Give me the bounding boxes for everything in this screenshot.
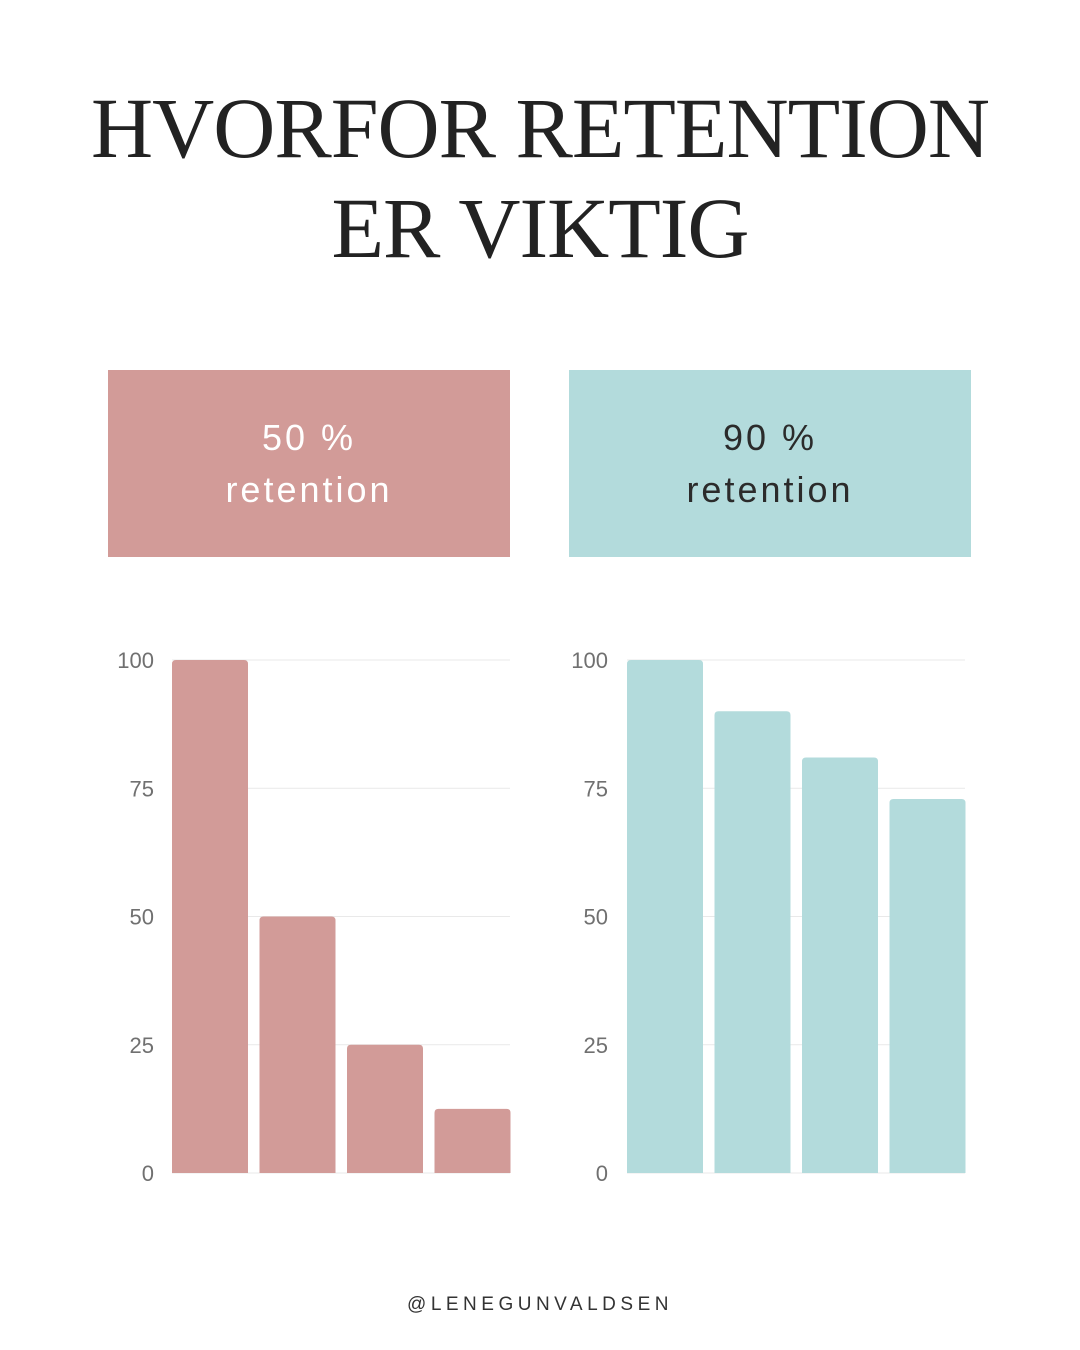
- bar-1: [627, 660, 703, 1173]
- y-tick-label: 75: [584, 776, 608, 801]
- bar-3: [347, 1044, 423, 1173]
- bar-chart-50-retention: 0 25 50 75 100: [117, 648, 511, 1186]
- bar-chart-90-retention: 0 25 50 75 100: [571, 648, 966, 1186]
- title-line-1: HVORFOR RETENTION: [91, 80, 990, 176]
- retention-card-90: 90 % retention: [569, 370, 971, 557]
- y-tick-label: 25: [584, 1033, 608, 1058]
- bar-4: [434, 1108, 511, 1173]
- retention-card-50: 50 % retention: [108, 370, 510, 557]
- y-tick-label: 100: [571, 648, 608, 673]
- card-percent: 90 %: [722, 416, 818, 458]
- y-tick-label: 0: [596, 1161, 608, 1186]
- y-tick-label: 50: [130, 905, 154, 930]
- y-tick-label: 75: [130, 776, 154, 801]
- bar-4: [889, 799, 966, 1173]
- card-percent: 50 %: [261, 416, 357, 458]
- bar-2: [259, 916, 336, 1173]
- author-handle: @LENEGUNVALDSEN: [407, 1294, 673, 1315]
- bar-2: [714, 711, 791, 1173]
- bar-1: [172, 660, 248, 1173]
- bar-3: [802, 757, 878, 1173]
- page-title: HVORFOR RETENTION ER VIKTIG: [0, 78, 1080, 278]
- y-tick-label: 0: [142, 1161, 154, 1186]
- title-line-2: ER VIKTIG: [331, 180, 750, 276]
- card-label: retention: [225, 468, 393, 510]
- card-label: retention: [686, 468, 854, 510]
- y-tick-label: 100: [117, 648, 154, 673]
- y-tick-label: 50: [584, 905, 608, 930]
- y-tick-label: 25: [130, 1033, 154, 1058]
